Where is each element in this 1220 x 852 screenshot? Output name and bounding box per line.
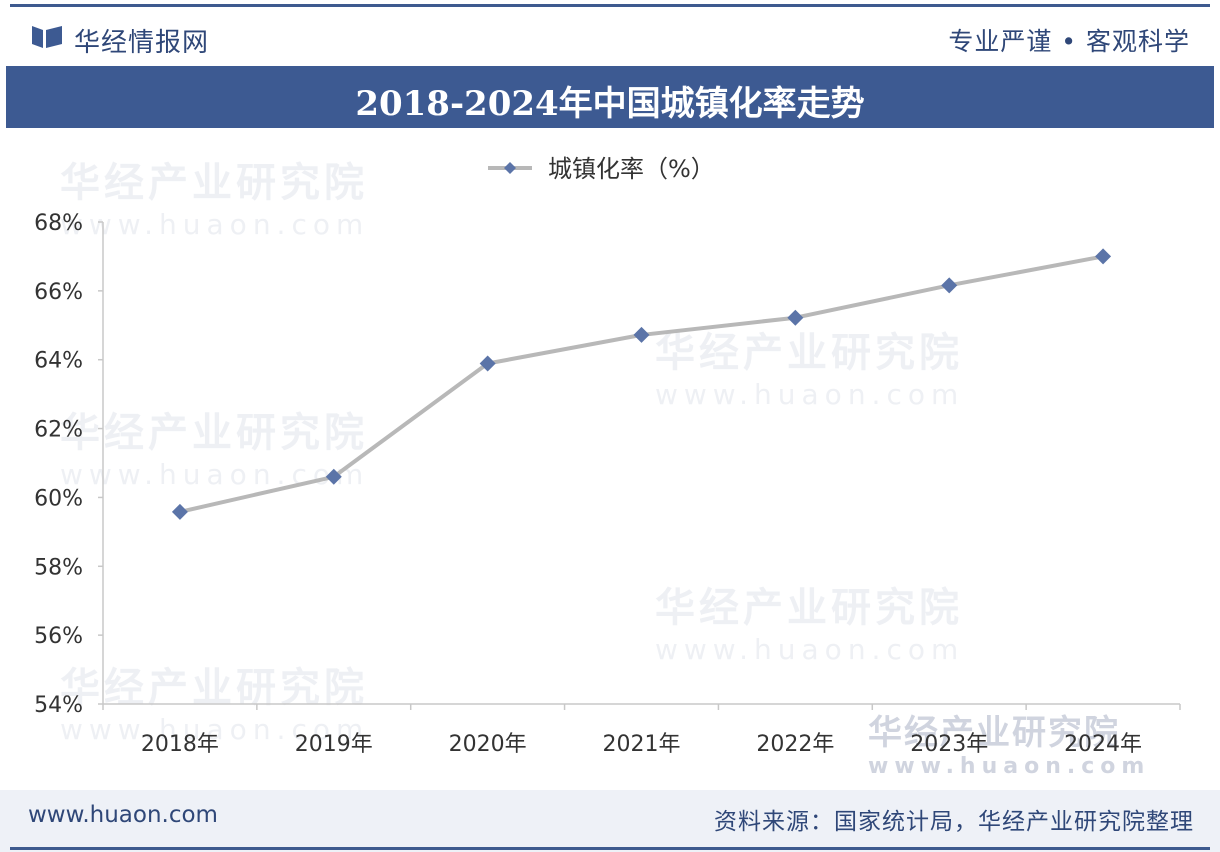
footer-site-url: www.huaon.com — [28, 802, 218, 828]
data-point-marker — [1095, 248, 1112, 265]
watermark-url: www.huaon.com — [60, 713, 370, 746]
footer-source: 资料来源：国家统计局，华经产业研究院整理 — [714, 809, 1194, 835]
plot-area — [171, 248, 1112, 520]
y-tick-label: 68% — [34, 211, 83, 236]
footer: www.huaon.com 资料来源：国家统计局，华经产业研究院整理 — [0, 790, 1220, 852]
legend-label: 城镇化率（%） — [548, 155, 715, 183]
title-bar: 2018-2024年中国城镇化率走势 — [6, 66, 1214, 128]
watermark-name: 华经产业研究院 — [60, 410, 368, 456]
header: 华经情报网 专业严谨 • 客观科学 — [10, 10, 1210, 62]
watermark-url: www.huaon.com — [655, 633, 965, 666]
data-point-marker — [941, 277, 958, 294]
watermark: 华经产业研究院 www.huaon.com — [655, 320, 964, 411]
watermark-url: www.huaon.com — [868, 754, 1151, 779]
legend-marker-swatch — [504, 162, 516, 174]
watermark: 华经产业研究院 www.huaon.com — [655, 575, 964, 666]
series-line — [179, 254, 1104, 514]
watermark-url: www.huaon.com — [60, 458, 370, 491]
x-tick-label: 2023年 — [910, 732, 988, 757]
x-tick-label: 2019年 — [295, 732, 373, 757]
data-point-marker — [633, 326, 650, 343]
y-tick-label: 62% — [34, 418, 83, 443]
watermark-large: 华经产业研究院 www.huaon.com — [868, 705, 1150, 779]
watermark-name: 华经产业研究院 — [655, 330, 963, 376]
footer-bottom-line — [10, 847, 1210, 850]
watermark-name: 华经产业研究院 — [60, 160, 368, 206]
data-point-marker — [171, 503, 188, 520]
axes: 54% 56% 58% 60% 62% 64% 66% 68% 2018年 2019年 2020年 2… — [34, 211, 1181, 757]
chart-title: 2018-2024年中国城镇化率走势 — [355, 84, 865, 124]
x-tick-label: 2022年 — [756, 732, 834, 757]
data-point-marker — [787, 309, 804, 326]
y-tick-label: 54% — [34, 693, 83, 718]
x-tick-label: 2018年 — [141, 732, 219, 757]
watermark-url: www.huaon.com — [655, 378, 965, 411]
brand-name: 华经情报网 — [74, 28, 210, 58]
x-tick-label: 2024年 — [1064, 732, 1142, 757]
watermark-url: www.huaon.com — [60, 208, 370, 241]
x-tick-label: 2020年 — [449, 732, 527, 757]
brand-logo-icon — [32, 26, 62, 48]
legend: 城镇化率（%） — [488, 155, 715, 183]
watermark-name: 华经产业研究院 — [655, 585, 963, 631]
header-top-line — [10, 4, 1210, 7]
slogan: 专业严谨 • 客观科学 — [948, 27, 1190, 56]
data-point-marker — [479, 355, 496, 372]
y-tick-label: 60% — [34, 486, 83, 511]
watermark: 华经产业研究院 www.huaon.com — [60, 400, 369, 491]
y-tick-label: 58% — [34, 555, 83, 580]
watermark-name: 华经产业研究院 — [868, 713, 1120, 753]
x-tick-label: 2021年 — [603, 732, 681, 757]
data-point-marker — [325, 468, 342, 485]
y-tick-label: 56% — [34, 624, 83, 649]
watermark: 华经产业研究院 www.huaon.com — [60, 150, 369, 241]
y-tick-label: 66% — [34, 280, 83, 305]
y-tick-label: 64% — [34, 349, 83, 374]
